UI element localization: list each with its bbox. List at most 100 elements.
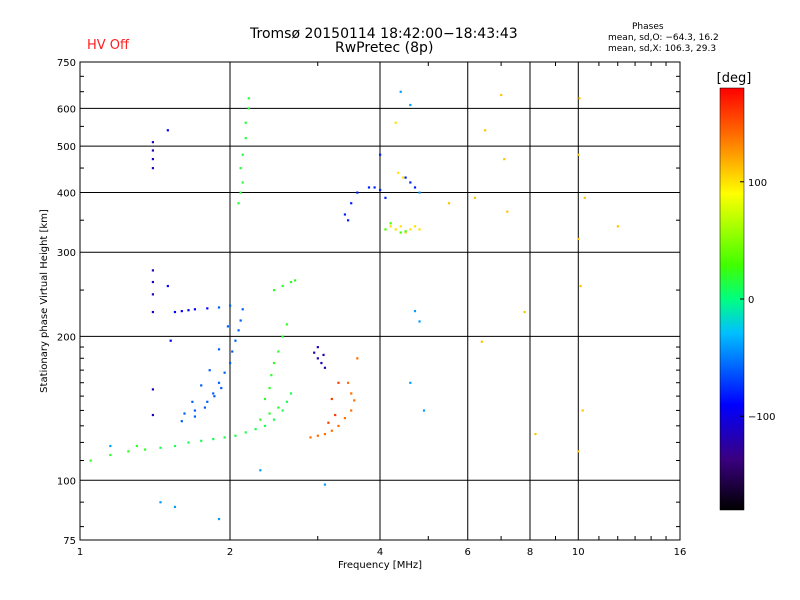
data-point [323,366,327,369]
data-point [237,329,240,332]
y-tick-label: 300 [57,248,76,259]
data-point [173,444,177,448]
data-point [389,222,392,225]
data-point [109,453,112,457]
data-point [577,153,580,156]
colorbar-label: [deg] [717,71,752,86]
data-point [397,171,400,174]
data-point [208,369,211,372]
data-point [234,434,237,437]
data-point [151,141,155,144]
data-point [373,186,376,189]
data-point [151,280,155,284]
data-point [384,196,387,199]
data-point [534,432,537,436]
data-point [346,219,350,222]
data-point [418,320,421,323]
data-point [293,279,297,282]
x-tick-label: 2 [227,547,233,558]
x-tick-label: 6 [465,547,471,558]
y-tick-label: 600 [57,104,76,115]
data-point [173,310,177,314]
data-point [151,413,155,417]
data-point [247,107,250,110]
data-point [285,323,288,326]
data-point [259,418,262,421]
x-tick-label: 8 [527,547,533,558]
data-point [399,90,402,93]
colorbar-tick-label: 0 [748,295,754,306]
data-point [413,310,417,313]
data-point [484,129,487,132]
phases-title: Phases [632,22,664,32]
data-point [206,400,209,403]
data-point [151,149,155,152]
data-point [447,202,451,205]
data-point [239,167,242,170]
data-point [217,348,221,351]
data-point [394,228,397,231]
data-point [191,400,194,403]
data-point [277,406,280,409]
hv-status: HV Off [87,38,129,53]
data-point [506,210,509,213]
data-point [503,158,506,161]
data-point [316,346,319,349]
data-point [350,202,353,205]
data-point [200,439,203,442]
data-point [285,400,288,403]
x-axis-label: Frequency [MHz] [338,560,422,571]
data-point [213,395,216,398]
data-point [89,459,92,462]
data-point [281,409,284,412]
data-point [309,436,312,439]
data-point [327,421,330,424]
data-point [272,361,276,365]
data-point [399,225,402,228]
colorbar-tick-label: −100 [748,412,775,423]
data-point [281,284,284,288]
data-point [180,420,183,423]
plot-frame [79,61,681,541]
x-tick-label: 10 [572,547,585,558]
data-point [409,103,412,107]
data-point [409,228,412,231]
data-point [229,304,232,307]
y-tick-label: 100 [57,476,76,487]
data-point [480,340,483,343]
data-point [200,384,203,387]
data-point [500,93,503,97]
data-point [151,388,155,391]
x-tick-label: 4 [377,547,383,558]
data-point [394,121,397,124]
data-point [289,392,293,395]
data-point [268,386,271,390]
data-point [409,381,412,384]
data-point [350,392,353,395]
data-point [241,308,244,311]
data-point [239,319,242,322]
data-point [320,361,323,365]
data-point [166,129,169,132]
data-point [583,196,586,199]
data-point [272,289,276,292]
data-point [229,361,232,365]
data-point [159,501,162,504]
grid-lines [80,62,680,540]
data-point [399,231,402,234]
data-point [577,237,580,241]
colorbar-ticks: 100 0 −100 [740,178,775,423]
data-point [473,196,477,199]
data-point [272,418,276,421]
data-point [237,202,240,205]
data-point [159,446,162,449]
data-point [173,505,177,509]
data-point [193,415,197,418]
data-point [353,399,356,402]
data-point [206,307,209,310]
data-point [402,176,405,179]
data-point [127,450,130,453]
data-point [220,386,223,390]
data-point [579,284,582,288]
data-point [343,213,347,216]
